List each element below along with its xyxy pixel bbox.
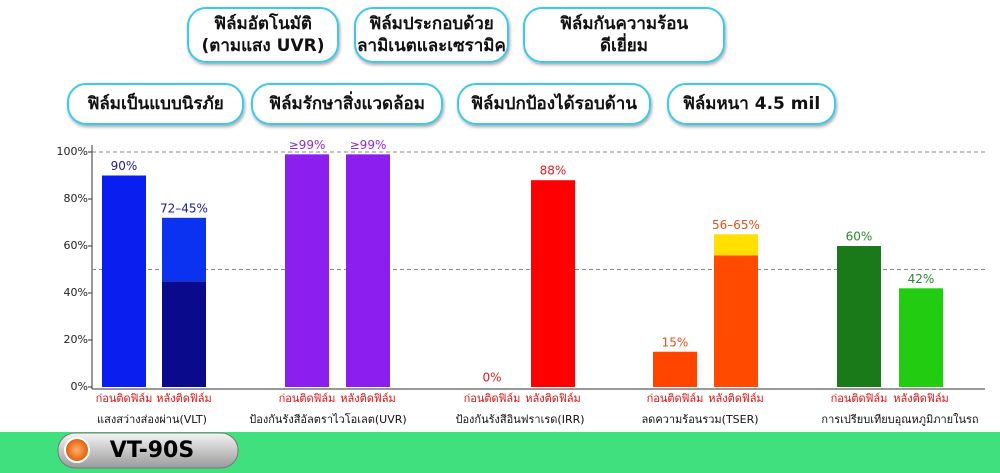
bar (837, 246, 881, 387)
badge-text: ฟิล์มกันความร้อน (560, 13, 689, 34)
badge-text: ฟิล์มเป็นแบบนิรภัย (87, 91, 223, 114)
group-label: การเปรียบเทียบอุณหภูมิภายในรถ (821, 413, 978, 426)
badge-text: ฟิล์มอัตโนมัติ (214, 13, 312, 34)
value-label: 42% (908, 272, 935, 286)
bar-category: ก่อนติดฟิล์ม (279, 392, 336, 405)
bar (346, 154, 390, 387)
value-label: 72–45% (160, 201, 208, 215)
badge (187, 7, 339, 63)
badge-text: ฟิล์มหนา 4.5 mil (683, 93, 820, 114)
value-label: 88% (540, 164, 567, 178)
badge (523, 7, 725, 63)
bar-category: ก่อนติดฟิล์ม (464, 392, 521, 405)
badge-text: ฟิล์มปกป้องได้รอบด้าน (471, 93, 637, 114)
value-label: 90% (111, 159, 138, 173)
bar-category: ก่อนติดฟิล์ม (96, 392, 153, 405)
value-label: 60% (846, 230, 873, 244)
bar-category: หลังติดฟิล์ม (708, 392, 763, 405)
y-tick-label: 60% (64, 239, 88, 252)
product-icon (64, 437, 90, 463)
y-tick-label: 80% (64, 192, 88, 205)
badge-text: (ตามแสง UVR) (202, 36, 325, 56)
product-name: VT-90S (110, 438, 194, 463)
value-label: ≥99% (289, 138, 326, 152)
group-label: ป้องกันรังสีอินฟราเรด(IRR) (455, 413, 584, 426)
badge (457, 83, 651, 125)
y-tick-label: 0% (71, 380, 88, 393)
bar-range (162, 217, 206, 282)
badge (667, 83, 836, 125)
badge (251, 83, 443, 125)
bar (102, 175, 146, 387)
value-label: ≥99% (350, 138, 387, 152)
value-label: 15% (662, 335, 689, 349)
group-label: แสงสว่างส่องผ่าน(VLT) (97, 413, 207, 426)
bar (653, 351, 697, 387)
group-label: ป้องกันรังสีอัลตราไวโอเลต(UVR) (249, 412, 406, 426)
bar-category: หลังติดฟิล์ม (525, 392, 580, 405)
bar-segment (714, 255, 758, 387)
bar-category: ก่อนติดฟิล์ม (831, 392, 888, 405)
y-tick-label: 40% (64, 286, 88, 299)
bar-category: ก่อนติดฟิล์ม (647, 392, 704, 405)
bar (285, 154, 329, 387)
bar-segment (162, 281, 206, 387)
bar (531, 180, 575, 387)
y-tick-label: 20% (64, 333, 88, 346)
product-badge (57, 432, 239, 469)
badge-text: ดีเยี่ยม (600, 33, 648, 56)
bar (899, 288, 943, 387)
value-label: 56–65% (712, 218, 760, 232)
bar-category: หลังติดฟิล์ม (156, 392, 211, 405)
bar-category: หลังติดฟิล์ม (340, 392, 395, 405)
group-label: ลดความร้อนรวม(TSER) (641, 413, 758, 426)
value-label: 0% (482, 371, 501, 385)
badge-text: ลามิเนตและเซรามิค (357, 36, 506, 56)
badge-text: ฟิล์มรักษาสิ่งแวดล้อม (269, 91, 425, 114)
badge-text: ฟิล์มประกอบด้วย (369, 13, 494, 34)
badge (67, 83, 244, 125)
y-tick-label: 100% (57, 145, 88, 158)
badge (354, 7, 509, 63)
bar-range (714, 234, 758, 256)
bar-category: หลังติดฟิล์ม (893, 392, 948, 405)
